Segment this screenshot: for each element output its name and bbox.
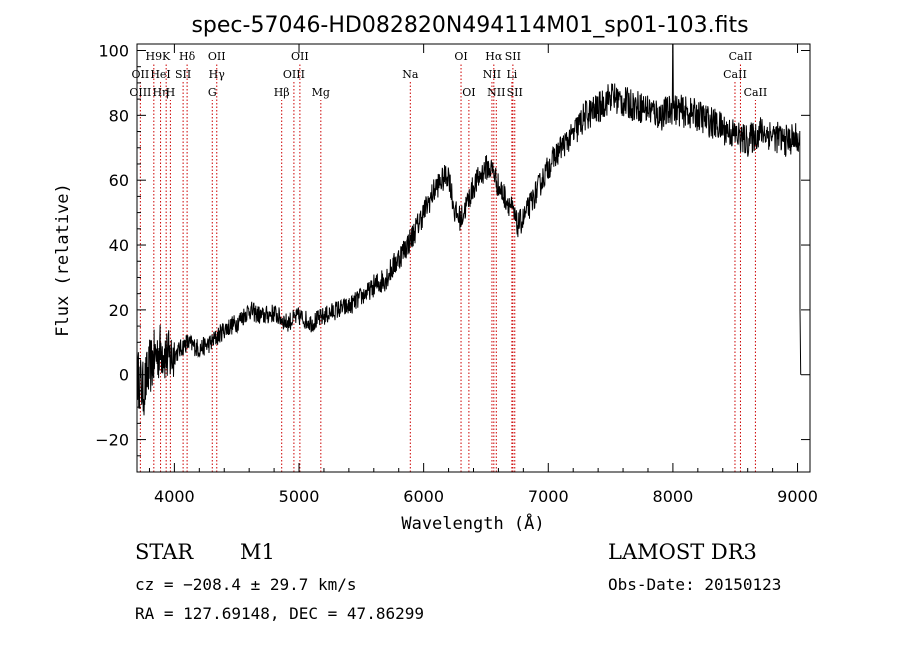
x-tick-label: 7000	[528, 487, 569, 506]
survey-name: LAMOST DR3	[608, 540, 757, 564]
y-tick-label: 0	[119, 366, 129, 385]
y-tick-label: 40	[109, 236, 129, 255]
x-axis-label: Wavelength (Å)	[401, 512, 544, 534]
chart-title: spec-57046-HD082820N494114M01_sp01-103.f…	[191, 13, 748, 38]
line-marker-label: Hα	[485, 50, 503, 63]
y-tick-label: 60	[109, 171, 129, 190]
line-marker-label: OI	[462, 86, 475, 99]
line-marker-label: OIII	[283, 68, 305, 81]
y-tick-label: 100	[98, 41, 129, 60]
line-marker-label: OII	[291, 50, 309, 63]
line-marker-label: HeI	[150, 68, 170, 81]
spectrum-chart: spec-57046-HD082820N494114M01_sp01-103.f…	[53, 13, 818, 534]
line-marker-label: NII	[483, 68, 501, 81]
line-marker-label: OII	[132, 68, 150, 81]
line-marker-label: CaII	[723, 68, 747, 81]
redshift-velocity: cz = −208.4 ± 29.7 km/s	[135, 575, 357, 594]
y-tick-label: 20	[109, 301, 129, 320]
y-axis-ticks: −20 0 20 40 60 80 100	[95, 41, 810, 457]
coordinates: RA = 127.69148, DEC = 47.86299	[135, 604, 424, 623]
line-marker-label: OII	[208, 50, 226, 63]
line-marker-label: OI	[454, 50, 467, 63]
line-marker-label: Li	[506, 68, 517, 81]
spectral-subclass: M1	[240, 540, 275, 564]
object-type: STAR	[135, 540, 194, 564]
observation-date: Obs-Date: 20150123	[608, 575, 782, 594]
spectrum-line	[137, 43, 802, 416]
line-marker-label: H9	[146, 50, 163, 63]
line-marker-label: CaII	[744, 86, 768, 99]
line-marker-label: K	[162, 50, 171, 63]
line-marker-label: OIII	[129, 86, 151, 99]
x-tick-label: 9000	[777, 487, 818, 506]
line-marker-label: NII	[487, 86, 505, 99]
x-tick-label: 8000	[653, 487, 694, 506]
line-marker-label: Na	[402, 68, 419, 81]
line-marker-label: SII	[505, 50, 521, 63]
line-markers	[139, 64, 756, 472]
line-marker-label: CaII	[729, 50, 753, 63]
line-marker-label: Hγ	[209, 68, 226, 81]
line-marker-label: Hη	[152, 86, 168, 99]
line-marker-label: G	[208, 86, 217, 99]
y-tick-label: 80	[109, 106, 129, 125]
plot-frame	[136, 43, 811, 473]
x-axis-ticks: 4000 5000 6000 7000 8000 9000	[148, 44, 818, 506]
line-marker-label: SII	[507, 86, 523, 99]
x-tick-label: 4000	[154, 487, 195, 506]
y-tick-label: −20	[95, 431, 129, 450]
x-tick-label: 5000	[279, 487, 320, 506]
line-marker-label: Mg	[312, 86, 330, 99]
line-marker-label: SII	[175, 68, 191, 81]
y-axis-label: Flux (relative)	[53, 183, 73, 337]
line-marker-label: Hδ	[179, 50, 196, 63]
x-tick-label: 6000	[403, 487, 444, 506]
line-marker-label: Hβ	[274, 86, 290, 99]
line-marker-label: H	[166, 86, 176, 99]
